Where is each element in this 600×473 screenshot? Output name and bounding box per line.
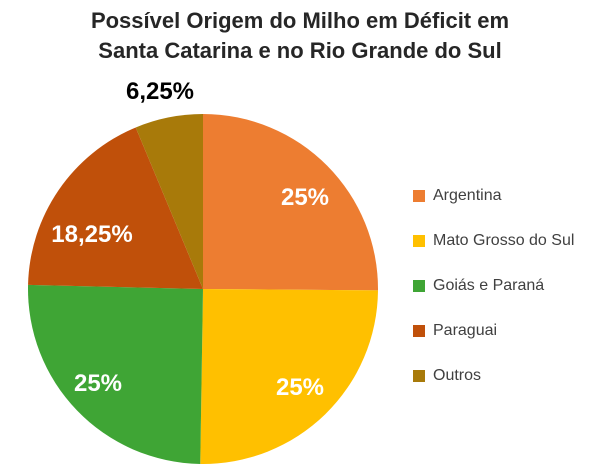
legend-label-argentina: Argentina bbox=[433, 186, 502, 204]
data-label-outros: 6,25% bbox=[126, 78, 194, 105]
chart-title: Possível Origem do Milho em Déficit em S… bbox=[0, 6, 600, 66]
pie-slice-outros bbox=[135, 114, 203, 289]
pie-slice-argentina bbox=[203, 114, 378, 291]
data-label-paraguai: 18,25% bbox=[51, 221, 132, 248]
chart-title-line-2: Santa Catarina e no Rio Grande do Sul bbox=[98, 38, 502, 63]
legend-label-goias-e-parana: Goiás e Paraná bbox=[433, 276, 545, 294]
legend-label-paraguai: Paraguai bbox=[433, 321, 498, 339]
data-label-goias-e-parana: 25% bbox=[74, 370, 122, 397]
legend-swatch-goias-e-parana bbox=[413, 279, 425, 292]
legend-swatch-paraguai bbox=[413, 324, 425, 337]
legend-swatch-outros bbox=[413, 369, 425, 382]
data-label-mato-grosso-do-sul: 25% bbox=[276, 374, 324, 401]
pie-slice-goias-e-parana bbox=[27, 284, 203, 464]
legend-item-argentina: Argentina bbox=[413, 186, 574, 205]
data-label-argentina: 25% bbox=[281, 184, 329, 211]
legend-swatch-argentina bbox=[413, 189, 425, 202]
legend-item-paraguai: Paraguai bbox=[413, 321, 574, 340]
legend-label-mato-grosso-do-sul: Mato Grosso do Sul bbox=[433, 231, 575, 249]
chart-legend: Argentina Mato Grosso do Sul Goiás e Par… bbox=[413, 186, 574, 411]
pie-slice-paraguai bbox=[28, 127, 203, 289]
legend-item-outros: Outros bbox=[413, 366, 574, 385]
legend-item-goias-e-parana: Goiás e Paraná bbox=[413, 276, 574, 295]
chart-title-line-1: Possível Origem do Milho em Déficit em bbox=[90, 8, 510, 33]
pie-slice-mato-grosso-do-sul bbox=[200, 289, 378, 464]
legend-item-mato-grosso-do-sul: Mato Grosso do Sul bbox=[413, 231, 574, 250]
legend-swatch-mato-grosso-do-sul bbox=[413, 234, 425, 247]
legend-label-outros: Outros bbox=[433, 366, 482, 384]
